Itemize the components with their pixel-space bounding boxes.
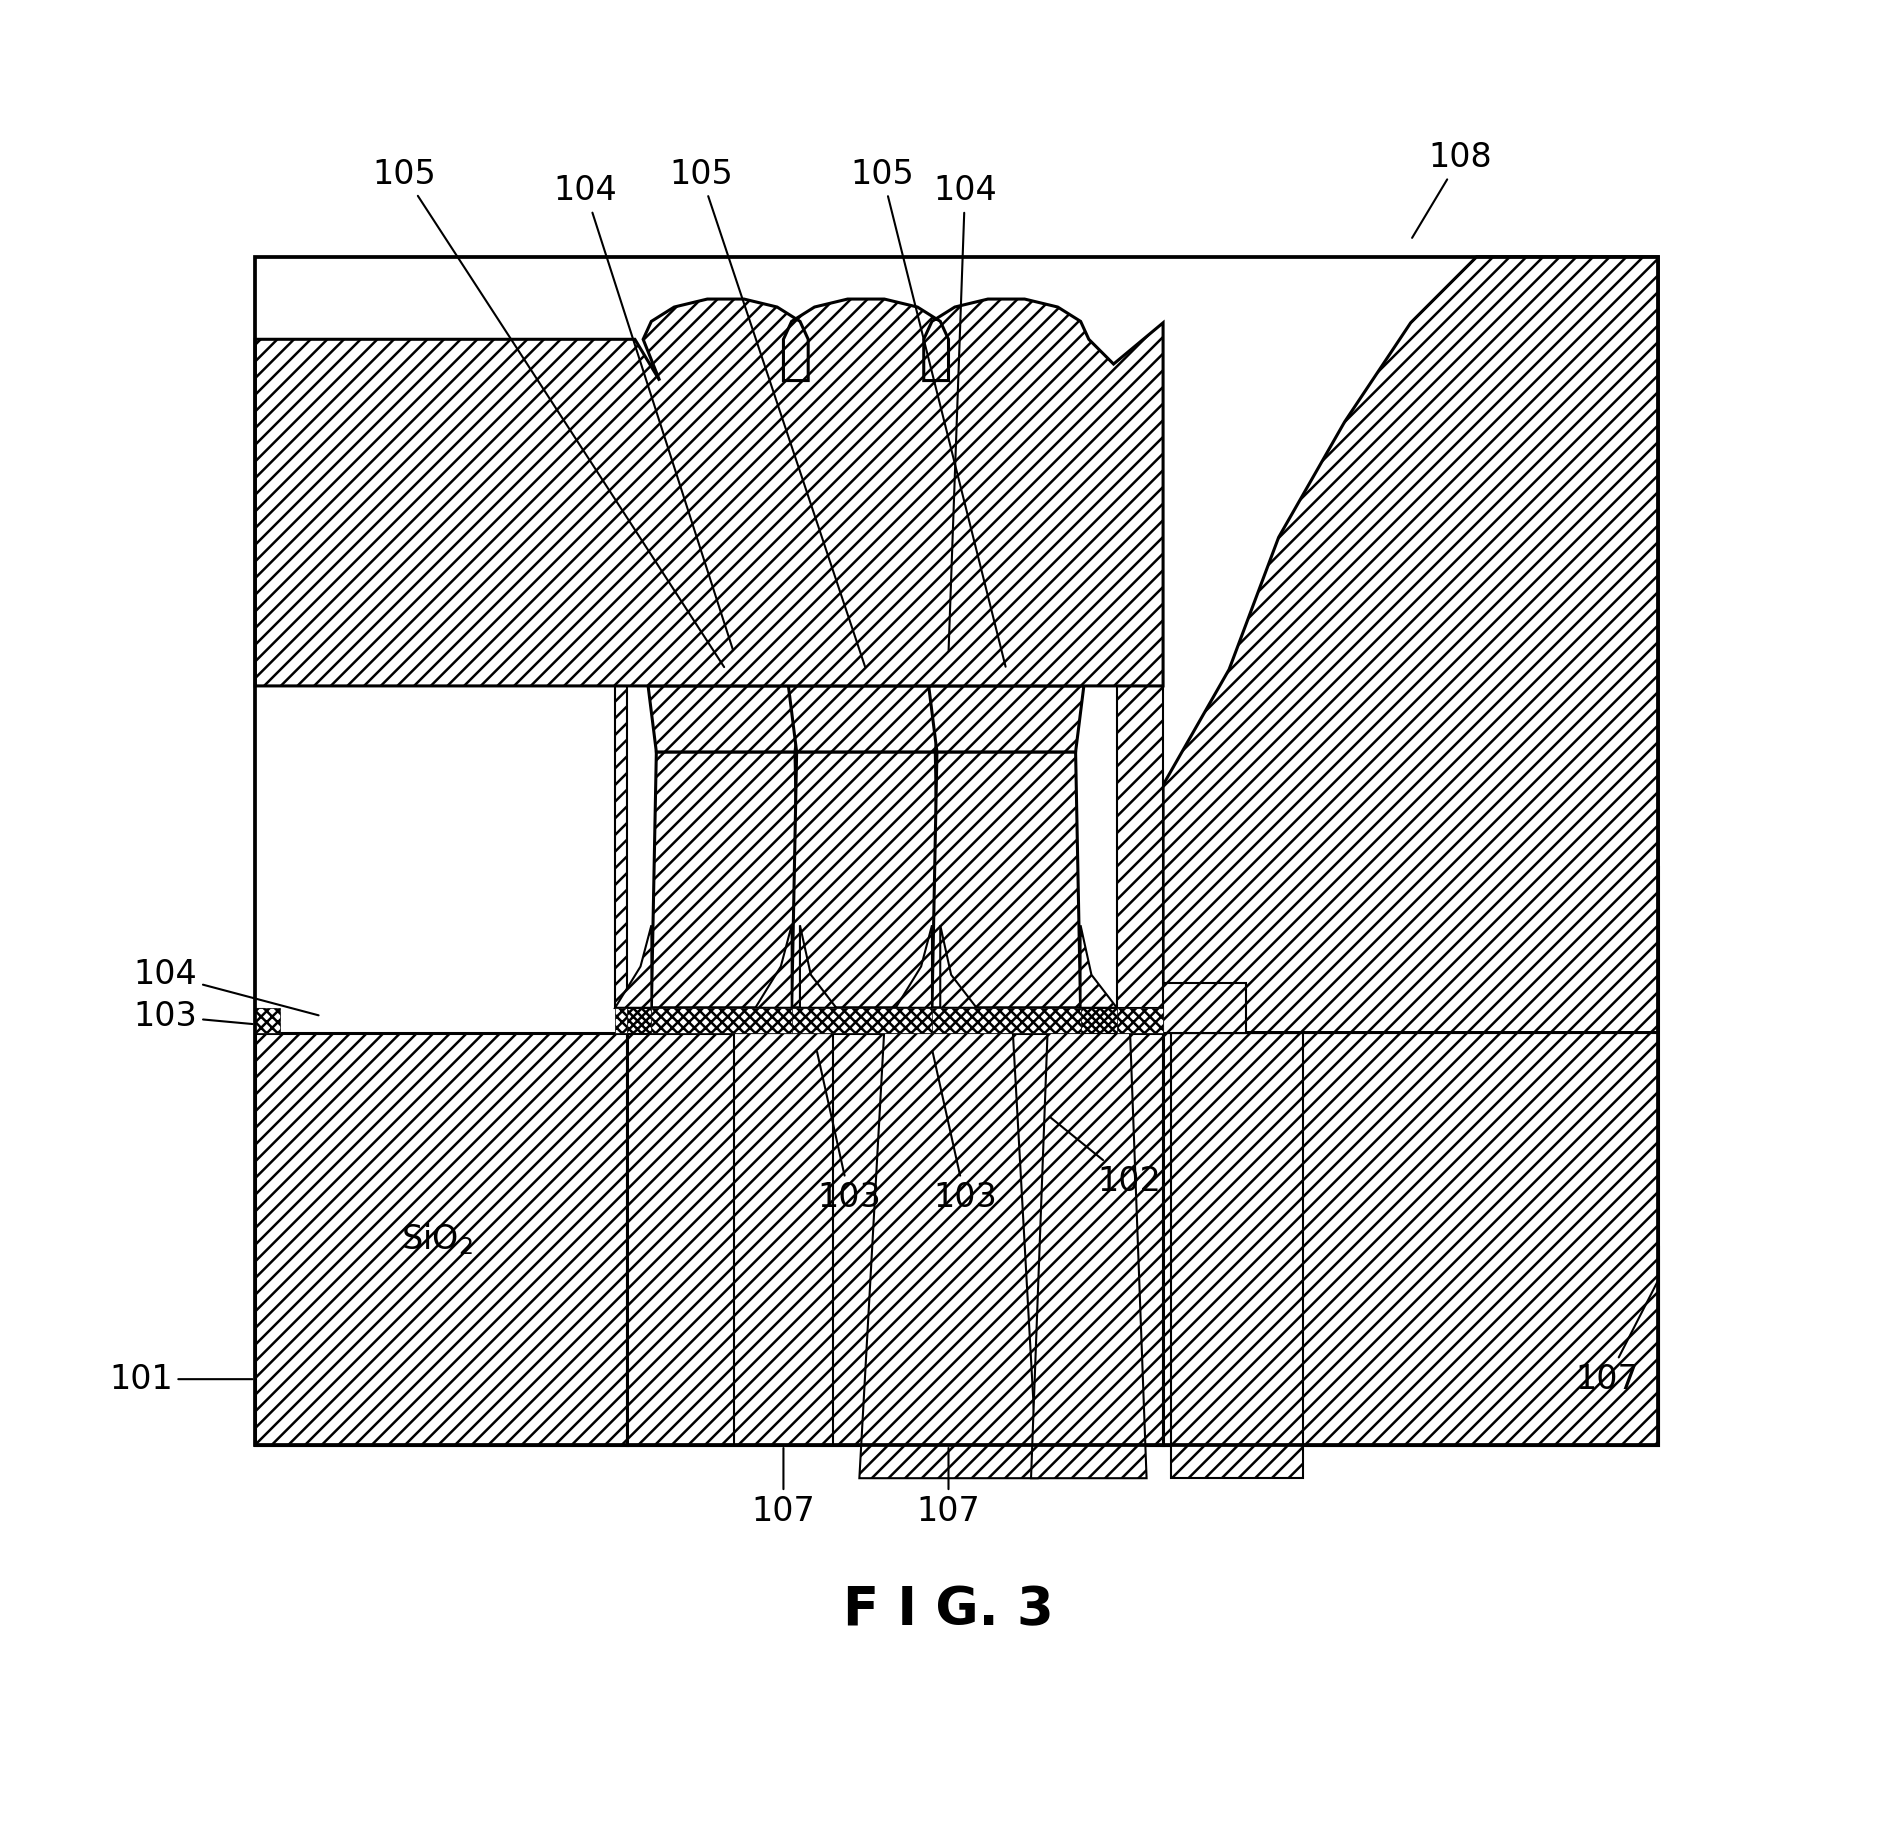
- Bar: [256, 1007, 281, 1033]
- Polygon shape: [791, 752, 941, 1007]
- Text: 107: 107: [751, 1449, 816, 1528]
- Text: 103: 103: [818, 1051, 882, 1214]
- Bar: [626, 1033, 1163, 1445]
- Polygon shape: [1131, 983, 1246, 1033]
- Text: 101: 101: [108, 1363, 252, 1396]
- Text: 105: 105: [670, 158, 865, 668]
- Polygon shape: [651, 752, 801, 1007]
- Polygon shape: [930, 686, 1083, 752]
- Polygon shape: [1032, 1033, 1146, 1478]
- Polygon shape: [1117, 686, 1163, 1007]
- Text: 102: 102: [1049, 1117, 1161, 1198]
- Text: 103: 103: [133, 1000, 252, 1033]
- Polygon shape: [895, 686, 977, 1007]
- Polygon shape: [895, 924, 931, 1007]
- Text: SiO$_2$: SiO$_2$: [400, 1221, 472, 1256]
- Text: 104: 104: [933, 174, 998, 649]
- Text: 107: 107: [1576, 1282, 1656, 1396]
- Polygon shape: [801, 924, 837, 1007]
- Bar: [895, 1007, 977, 1033]
- Polygon shape: [1163, 257, 1658, 1033]
- Text: F I G. 3: F I G. 3: [842, 1585, 1055, 1636]
- Polygon shape: [256, 299, 1163, 686]
- Polygon shape: [755, 924, 791, 1007]
- Text: 104: 104: [554, 174, 732, 651]
- Bar: [256, 1033, 626, 1445]
- Polygon shape: [1170, 1033, 1303, 1478]
- Bar: [256, 1247, 1658, 1445]
- Bar: [931, 1007, 1081, 1033]
- Bar: [256, 1007, 264, 1033]
- Text: 107: 107: [916, 1449, 981, 1528]
- Polygon shape: [615, 686, 626, 1007]
- Bar: [615, 1007, 626, 1033]
- Polygon shape: [1081, 924, 1117, 1007]
- Text: 108: 108: [1411, 141, 1493, 238]
- Text: 105: 105: [850, 158, 1005, 668]
- Bar: [651, 1007, 801, 1033]
- Polygon shape: [931, 752, 1081, 1007]
- Text: 103: 103: [933, 1051, 998, 1214]
- Bar: [256, 257, 1658, 1445]
- Bar: [626, 1007, 1163, 1033]
- Polygon shape: [734, 1033, 833, 1445]
- Bar: [755, 1007, 837, 1033]
- Polygon shape: [789, 686, 943, 752]
- Polygon shape: [859, 1033, 1038, 1478]
- Bar: [1117, 1007, 1163, 1033]
- Polygon shape: [1163, 867, 1658, 1445]
- Bar: [791, 1007, 941, 1033]
- Text: 104: 104: [133, 959, 319, 1016]
- Polygon shape: [615, 924, 651, 1007]
- Text: 105: 105: [372, 158, 725, 668]
- Polygon shape: [941, 924, 977, 1007]
- Polygon shape: [755, 686, 837, 1007]
- Polygon shape: [649, 686, 802, 752]
